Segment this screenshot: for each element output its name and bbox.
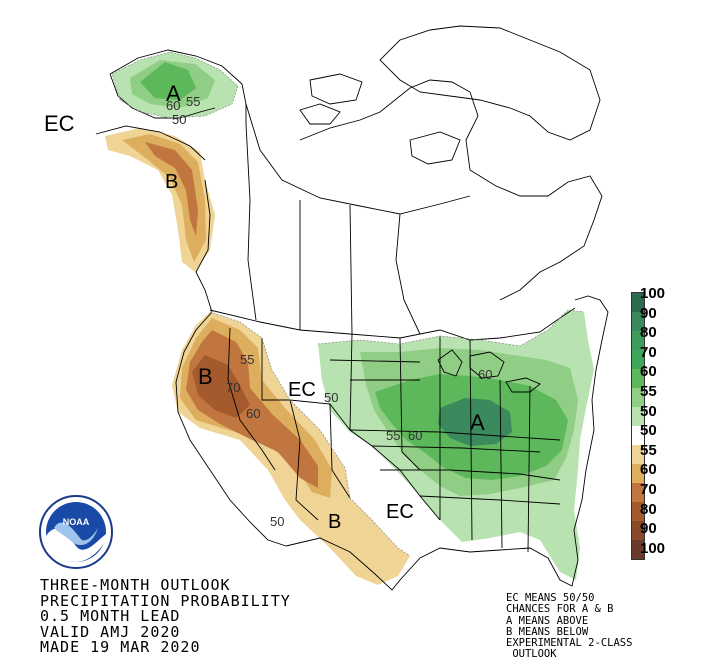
note-line: OUTLOOK xyxy=(506,648,557,661)
legend-swatch xyxy=(632,445,644,464)
legend-label: 55 xyxy=(640,382,657,400)
legend-label: 100 xyxy=(640,539,666,557)
contour-60-alaska: 60 xyxy=(166,98,180,113)
contour-60-missouri: 60 xyxy=(408,428,422,443)
legend-swatch xyxy=(632,350,644,369)
contour-50-alaska: 50 xyxy=(172,112,186,127)
contour-60-michigan: 60 xyxy=(478,367,492,382)
label-a-ohio: A xyxy=(470,410,485,435)
legend-label: 100 xyxy=(640,285,666,302)
legend-label: 50 xyxy=(640,422,657,440)
legend-label: 90 xyxy=(640,520,657,538)
legend-label: 60 xyxy=(640,461,657,479)
legend-label: 70 xyxy=(640,343,657,361)
legend-label: 80 xyxy=(640,324,657,342)
legend-swatch xyxy=(632,369,644,388)
notes-block: EC MEANS 50/50 CHANCES FOR A & B A MEANS… xyxy=(506,592,633,661)
contour-55-nevada: 55 xyxy=(240,352,254,367)
title-line: MADE 19 MAR 2020 xyxy=(40,638,201,656)
contour-55-alaska: 55 xyxy=(186,94,200,109)
legend-swatch xyxy=(632,388,644,407)
panhandle-below-region xyxy=(105,128,215,272)
legend-label: 80 xyxy=(640,500,657,518)
west-below-region xyxy=(172,312,410,585)
contour-70-nevada: 70 xyxy=(226,380,240,395)
label-ec-texas: EC xyxy=(386,501,414,523)
contour-lines xyxy=(111,51,585,557)
label-ec-alaska: EC xyxy=(44,111,75,136)
note-line: EC MEANS 50/50 xyxy=(506,592,595,604)
legend-swatch xyxy=(632,464,644,483)
noaa-logo: NOAA xyxy=(39,495,113,569)
boundaries xyxy=(95,25,609,591)
title-line: PRECIPITATION PROBABILITY xyxy=(40,591,291,610)
legend-label: 60 xyxy=(640,363,657,381)
note-line: B MEANS BELOW xyxy=(506,625,589,638)
label-b-southwest: B xyxy=(328,511,341,533)
title-line: 0.5 MONTH LEAD xyxy=(40,607,181,625)
legend-swatch xyxy=(632,521,644,540)
note-line: EXPERIMENTAL 2-CLASS xyxy=(506,637,633,650)
legend-label: 70 xyxy=(640,480,657,498)
title-line: VALID AMJ 2020 xyxy=(40,622,181,641)
alaska-above-region xyxy=(112,52,238,118)
label-ec-plains: EC xyxy=(288,379,316,401)
note-line: A MEANS ABOVE xyxy=(506,614,589,627)
note-line: CHANCES FOR A & B xyxy=(506,603,614,616)
legend-swatch xyxy=(632,293,644,312)
legend-swatch xyxy=(632,426,644,445)
legend-swatch xyxy=(632,331,644,350)
label-a-alaska: A xyxy=(166,81,181,106)
label-b-panhandle: B xyxy=(165,171,178,193)
contour-60-utah: 60 xyxy=(246,406,260,421)
title-line: THREE-MONTH OUTLOOK xyxy=(40,576,231,594)
legend-label: 90 xyxy=(640,304,657,322)
contour-50-nebraska: 50 xyxy=(324,390,338,405)
noaa-logo-text: NOAA xyxy=(63,517,90,527)
probability-legend xyxy=(631,292,645,560)
legend-labels: 100 90 80 70 60 55 50 50 55 60 70 80 90 100 xyxy=(640,284,665,558)
legend-swatch xyxy=(632,407,644,426)
legend-swatch xyxy=(632,483,644,502)
legend-label: 55 xyxy=(640,441,657,459)
title-block: THREE-MONTH OUTLOOK PRECIPITATION PROBAB… xyxy=(40,576,291,656)
legend-swatch xyxy=(632,540,644,559)
contour-50-newmexico: 50 xyxy=(270,514,284,529)
legend-label: 50 xyxy=(640,402,657,420)
legend-swatch xyxy=(632,502,644,521)
legend-swatch xyxy=(632,312,644,331)
east-above-region xyxy=(318,310,594,580)
contour-55-missouri: 55 xyxy=(386,428,400,443)
label-b-west: B xyxy=(198,364,213,389)
